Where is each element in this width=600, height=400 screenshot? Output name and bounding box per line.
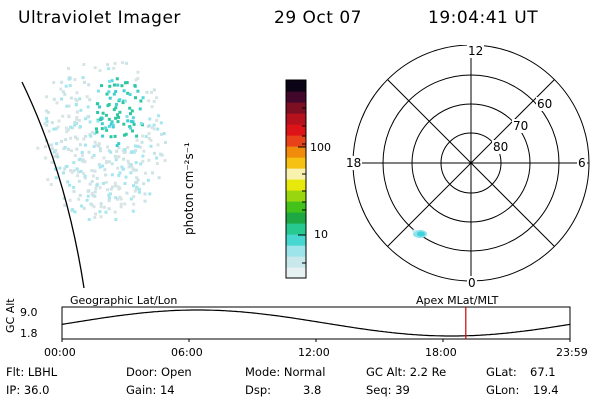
uv-emission-pixels [36, 61, 167, 221]
instrument-title: Ultraviolet Imager [18, 8, 181, 28]
colorbar-tick-10: 10 [314, 228, 328, 241]
polar-diagonal-2 [387, 79, 555, 247]
colorbar-band [286, 245, 306, 257]
colorbar-band [286, 179, 306, 191]
dsp-label: Dsp: [245, 383, 272, 397]
glon-label: GLon: [486, 383, 520, 397]
colorbar-band [286, 113, 306, 125]
colorbar-band [286, 91, 306, 103]
colorbar-band [286, 190, 306, 202]
mode-status: Mode: Normal [245, 365, 326, 379]
gc-alt-tick-high: 9.0 [20, 306, 38, 319]
seq-status: Seq: 39 [366, 383, 410, 397]
time-tick-0600: 06:00 [171, 346, 203, 359]
glat-value: 67.1 [530, 365, 556, 379]
colorbar-band [286, 135, 306, 147]
colorbar-band [286, 223, 306, 235]
time-tick-2359: 23:59 [556, 346, 588, 359]
colorbar-unit-label: photon cm⁻²s⁻¹ [182, 142, 196, 235]
gc-alt-status: GC Alt: 2.2 Re [366, 365, 447, 379]
time-tick-0000: 00:00 [44, 346, 76, 359]
lat-label-80: 80 [492, 140, 510, 154]
door-status: Door: Open [126, 365, 192, 379]
mlt-label-0: 0 [467, 276, 477, 290]
mlt-label-18: 18 [345, 156, 363, 170]
gc-alt-tick-low: 1.8 [20, 327, 38, 340]
colorbar-band [286, 267, 306, 279]
altitude-timeline [61, 306, 571, 342]
altitude-curve [61, 309, 571, 337]
colorbar-band [286, 124, 306, 136]
colorbar-gradient [286, 80, 306, 279]
colorbar-band [286, 102, 306, 114]
colorbar-band [286, 146, 306, 158]
lat-label-60: 60 [536, 97, 554, 111]
time-label: 19:04:41 UT [428, 8, 539, 28]
colorbar-band [286, 256, 306, 268]
geographic-label: Geographic Lat/Lon [70, 294, 178, 307]
date-label: 29 Oct 07 [274, 8, 362, 28]
colorbar-band [286, 201, 306, 213]
colorbar-band [286, 157, 306, 169]
colorbar-band [286, 168, 306, 180]
glat-label: GLat: [486, 365, 517, 379]
polar-aurora-spot [412, 229, 427, 238]
colorbar-tick-100: 100 [310, 141, 331, 154]
geographic-image [21, 61, 167, 288]
gc-alt-axis-title: GC Alt [4, 298, 17, 333]
earth-limb-line [21, 81, 85, 288]
polar-plot [352, 45, 590, 282]
color-scale [285, 79, 307, 279]
gain-status: Gain: 14 [126, 383, 175, 397]
colorbar-band [286, 234, 306, 246]
dsp-value: 3.8 [303, 383, 322, 397]
colorbar-band [286, 212, 306, 224]
lat-label-70: 70 [512, 119, 530, 133]
glon-value: 19.4 [533, 383, 559, 397]
apex-label: Apex MLat/MLT [416, 294, 499, 307]
mlt-label-12: 12 [467, 44, 485, 58]
time-tick-1200: 12:00 [298, 346, 330, 359]
ip-status: IP: 36.0 [6, 383, 50, 397]
mlt-label-6: 6 [577, 156, 587, 170]
colorbar-frame [285, 79, 307, 279]
time-tick-1800: 18:00 [425, 346, 457, 359]
filter-status: Flt: LBHL [6, 365, 58, 379]
colorbar-band [286, 80, 306, 92]
